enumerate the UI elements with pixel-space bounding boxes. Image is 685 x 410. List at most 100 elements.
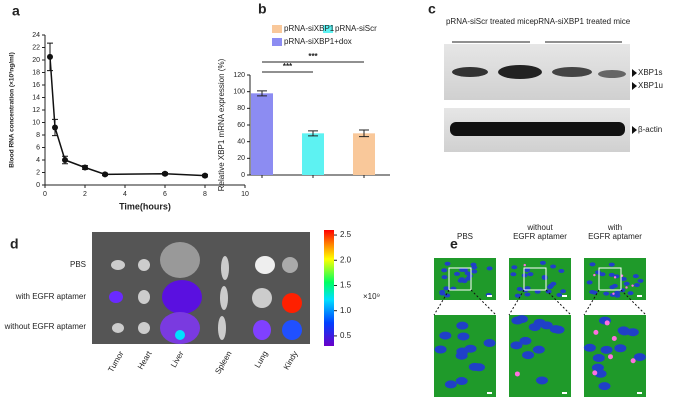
nucleus — [524, 292, 531, 297]
nucleus — [534, 289, 541, 294]
y-tick-label: 18 — [32, 69, 40, 76]
error-bar — [359, 129, 369, 138]
series-line — [49, 56, 206, 177]
nucleus — [550, 264, 557, 269]
y-tick-label: 16 — [32, 82, 40, 89]
significance: *** — [283, 62, 293, 71]
band-label: XBP1s — [638, 68, 662, 77]
nucleus — [548, 283, 555, 288]
nucleus — [455, 377, 468, 386]
scale-bar — [637, 392, 642, 394]
nucleus — [603, 291, 610, 296]
nucleus — [441, 275, 448, 280]
colorbar-tick-label: 1.0 — [340, 306, 352, 315]
nucleus — [510, 272, 517, 277]
band — [452, 67, 488, 77]
nucleus — [456, 347, 469, 356]
signal — [514, 371, 520, 377]
nucleus — [457, 278, 464, 283]
nucleus — [637, 278, 644, 283]
zoom-box — [598, 267, 622, 291]
band — [552, 67, 592, 77]
point — [102, 171, 108, 178]
column-label: Spleen — [213, 350, 233, 376]
y-tick-label: 20 — [32, 57, 40, 64]
scale-bar — [637, 295, 642, 297]
zoom-box — [523, 267, 547, 291]
y-tick-label: 0 — [241, 172, 245, 179]
column-label: Lung — [253, 350, 270, 370]
nucleus — [443, 286, 450, 291]
row-label: with EGFR aptamer — [15, 292, 87, 301]
nucleus — [528, 323, 541, 332]
y-tick-label: 100 — [233, 89, 245, 96]
band-label: β-actin — [638, 125, 662, 134]
panel-letter: a — [12, 3, 20, 19]
y-tick-label: 12 — [32, 107, 40, 114]
nucleus — [560, 289, 567, 294]
signal — [593, 273, 596, 277]
zoom-box — [448, 267, 472, 291]
colorbar-tick-label: 1.5 — [340, 281, 352, 290]
x-tick-label: 0 — [43, 191, 47, 198]
signal — [612, 292, 615, 295]
legend-swatch — [323, 25, 333, 33]
panel-letter: c — [428, 1, 436, 17]
nucleus — [608, 272, 615, 277]
nucleus — [483, 339, 496, 348]
nucleus — [434, 345, 447, 354]
y-tick-label: 40 — [237, 139, 245, 146]
y-tick-label: 0 — [36, 182, 40, 189]
arrow — [632, 69, 637, 134]
point — [82, 164, 88, 171]
point — [202, 172, 208, 179]
nucleus — [444, 380, 457, 389]
column-label: PBS — [457, 232, 473, 241]
signal — [631, 284, 634, 287]
nucleus — [511, 265, 518, 270]
significance: *** — [308, 52, 318, 61]
signal — [611, 336, 617, 342]
nucleus — [514, 293, 521, 298]
y-tick-label: 20 — [237, 155, 245, 162]
x-tick-label: 6 — [163, 191, 167, 198]
y-tick-label: 10 — [32, 119, 40, 126]
nucleus — [608, 262, 615, 267]
zoom-line — [508, 289, 572, 316]
nucleus — [465, 276, 472, 281]
scale-bar — [562, 392, 567, 394]
nucleus — [536, 376, 549, 385]
imaging — [92, 232, 310, 344]
nucleus — [486, 266, 493, 271]
nucleus — [471, 265, 478, 270]
band — [450, 122, 625, 136]
signal — [613, 276, 617, 279]
y-tick-label: 120 — [233, 72, 245, 79]
nucleus — [623, 281, 630, 286]
x-tick-label: 10 — [241, 191, 249, 198]
nucleus — [614, 293, 621, 298]
scale-bar — [562, 295, 567, 297]
signal — [630, 358, 636, 364]
nucleus — [583, 343, 596, 352]
nucleus — [600, 345, 613, 354]
y-tick-label: 8 — [36, 132, 40, 139]
signal — [523, 263, 526, 267]
nucleus — [539, 260, 546, 265]
band — [598, 70, 626, 78]
column-label: Liver — [169, 349, 186, 369]
signal — [604, 320, 610, 326]
colorbar-tick-label: 2.0 — [340, 255, 352, 264]
nucleus — [614, 290, 621, 295]
nucleus — [632, 274, 639, 279]
colorbar — [324, 230, 334, 346]
group-label: pRNA-siXBP1 treated mice — [534, 17, 631, 26]
nucleus — [594, 369, 607, 378]
bar — [251, 93, 273, 175]
bar — [302, 133, 324, 175]
nucleus — [541, 275, 548, 280]
nucleus — [532, 345, 545, 354]
nucleus — [633, 353, 646, 362]
y-tick-label: 60 — [237, 122, 245, 129]
